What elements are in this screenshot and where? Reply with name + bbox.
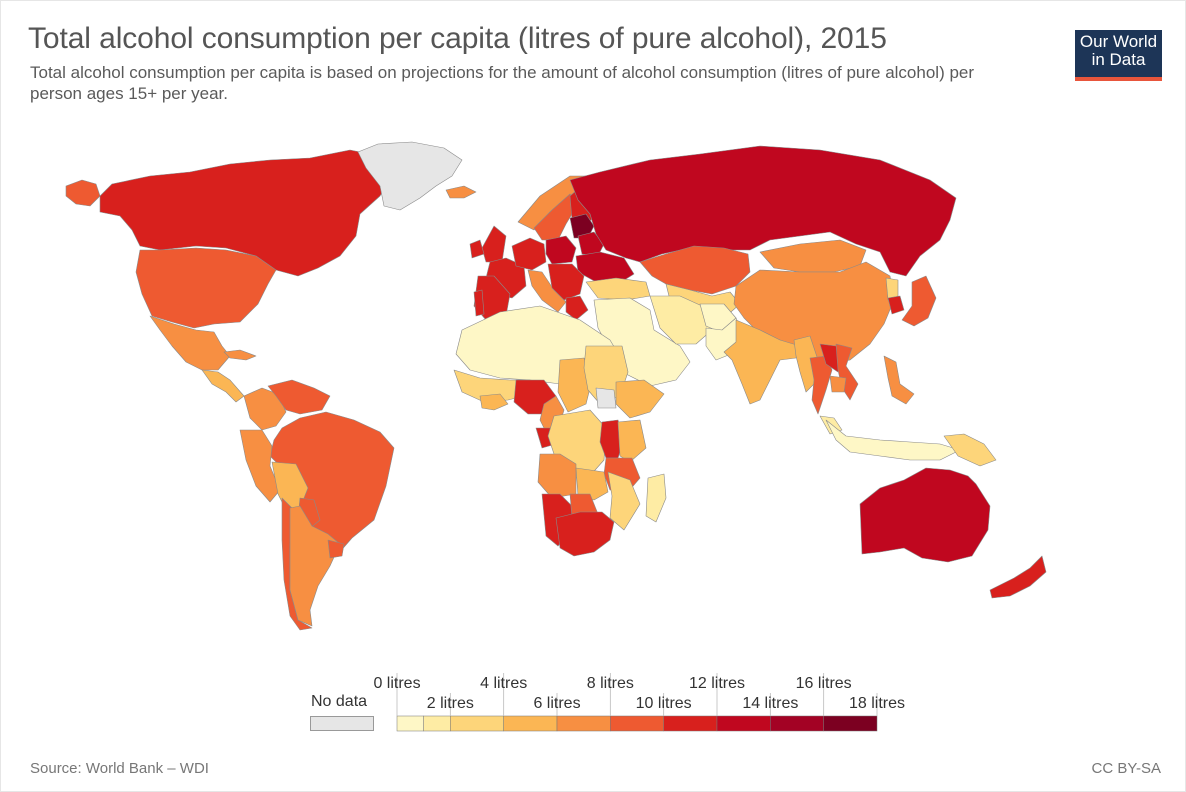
region-madagascar[interactable] (645, 473, 667, 523)
region-zambia[interactable] (575, 467, 609, 501)
legend-tick-label-bottom: 18 litres (849, 695, 905, 712)
legend-no-data-label: No data (311, 693, 368, 710)
legend-bin-1[interactable] (423, 715, 451, 732)
region-south-korea[interactable] (887, 295, 905, 315)
license-text[interactable]: CC BY-SA (1091, 760, 1161, 777)
region-somalia[interactable] (595, 387, 617, 409)
owid-logo[interactable]: Our World in Data (1075, 30, 1162, 81)
region-ireland[interactable] (469, 239, 485, 259)
region-south-africa[interactable] (555, 511, 615, 557)
legend-tick-label-bottom: 6 litres (533, 695, 580, 712)
region-kazakhstan[interactable] (639, 245, 751, 295)
region-papua-new-guinea[interactable] (943, 433, 997, 467)
region-russia[interactable] (569, 145, 957, 277)
region-greenland[interactable] (357, 141, 463, 211)
region-turkey[interactable] (585, 277, 651, 301)
region-united-kingdom[interactable] (481, 225, 507, 263)
region-canada[interactable] (99, 149, 393, 277)
region-venezuela[interactable] (267, 379, 331, 415)
chart-subtitle: Total alcohol consumption per capita is … (30, 63, 975, 103)
region-australia[interactable] (859, 467, 991, 563)
legend-tick-label-bottom: 14 litres (742, 695, 798, 712)
source-text[interactable]: Source: World Bank – WDI (30, 760, 209, 777)
legend-bin-5[interactable] (610, 715, 664, 732)
region-myanmar[interactable] (793, 335, 819, 393)
legend-tick-label-bottom: 10 litres (636, 695, 692, 712)
region-mongolia[interactable] (759, 239, 867, 273)
region-colombia[interactable] (243, 387, 287, 431)
legend-tick-label-top: 4 litres (480, 675, 527, 692)
region-angola[interactable] (537, 453, 577, 499)
logo-line-1: Our World (1079, 32, 1158, 51)
legend-bin-9[interactable] (823, 715, 878, 732)
legend-tick-label-top: 16 litres (796, 675, 852, 692)
region-kenya[interactable] (617, 419, 647, 463)
region-central-america[interactable] (201, 369, 245, 403)
region-argentina[interactable] (289, 505, 341, 627)
region-baltic-states[interactable] (569, 213, 595, 239)
logo-accent-bar (1075, 77, 1162, 81)
region-vietnam[interactable] (835, 343, 859, 401)
region-cambodia[interactable] (829, 375, 847, 393)
legend-bin-0[interactable] (396, 715, 424, 732)
region-balkans[interactable] (547, 263, 585, 301)
legend-tick-label-top: 0 litres (373, 675, 420, 692)
region-iran[interactable] (649, 295, 713, 345)
region-iceland[interactable] (445, 185, 477, 199)
region-cuba[interactable] (223, 349, 257, 361)
region-greece[interactable] (565, 295, 589, 321)
region-united-states[interactable] (135, 247, 277, 329)
region-north-korea[interactable] (885, 277, 899, 301)
region-germany[interactable] (511, 237, 547, 271)
legend-no-data-swatch (310, 716, 374, 731)
region-philippines[interactable] (883, 355, 915, 405)
region-japan[interactable] (901, 275, 937, 327)
region-mozambique[interactable] (607, 471, 641, 531)
region-burkina-faso[interactable] (479, 393, 509, 411)
region-italy[interactable] (527, 269, 567, 313)
region-poland[interactable] (545, 235, 577, 265)
region-new-zealand[interactable] (989, 555, 1047, 599)
logo-line-2: in Data (1091, 50, 1146, 69)
legend-tick-label-top: 8 litres (587, 675, 634, 692)
legend-bin-3[interactable] (503, 715, 558, 732)
legend-bin-8[interactable] (770, 715, 824, 732)
region-mexico[interactable] (149, 315, 231, 371)
region-portugal[interactable] (473, 289, 485, 317)
legend-bin-7[interactable] (716, 715, 771, 732)
region-chad[interactable] (557, 357, 593, 413)
region-ethiopia[interactable] (615, 379, 665, 419)
region-indonesia[interactable] (825, 419, 961, 461)
region-india[interactable] (723, 319, 801, 405)
legend-bin-2[interactable] (450, 715, 504, 732)
region-belarus[interactable] (577, 231, 605, 257)
region-alaska[interactable] (65, 179, 101, 207)
legend-tick-label-bottom: 2 litres (427, 695, 474, 712)
chart-title: Total alcohol consumption per capita (li… (28, 22, 887, 55)
legend-tick-label-top: 12 litres (689, 675, 745, 692)
legend-bin-6[interactable] (663, 715, 718, 732)
region-uruguay[interactable] (327, 539, 345, 559)
legend-bin-4[interactable] (556, 715, 611, 732)
